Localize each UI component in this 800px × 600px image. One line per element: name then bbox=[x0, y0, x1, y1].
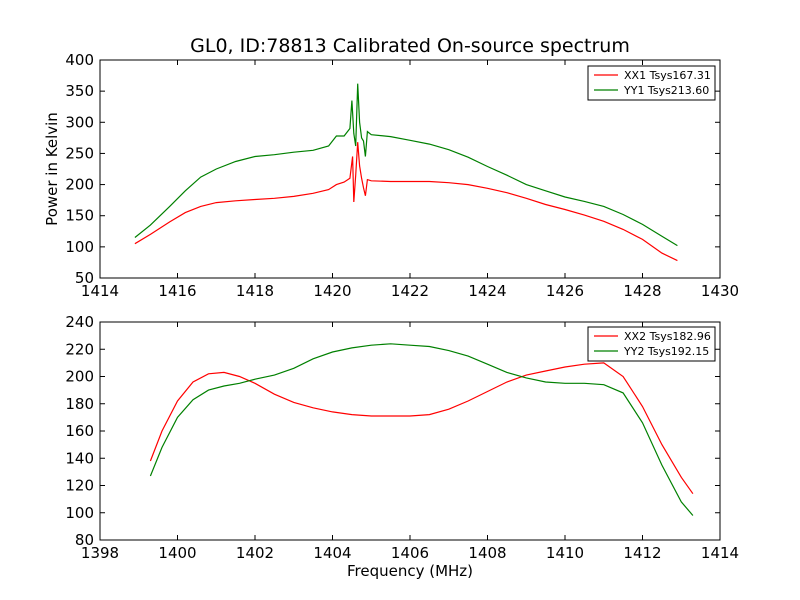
legend: XX2 Tsys182.96 YY2 Tsys192.15 bbox=[587, 326, 716, 362]
y-tick-label: 100 bbox=[65, 238, 94, 256]
legend-label-2: YY1 Tsys213.60 bbox=[623, 84, 709, 97]
x-tick-label: 1428 bbox=[623, 282, 661, 300]
x-tick-label: 1406 bbox=[391, 544, 429, 562]
legend-label-2: YY2 Tsys192.15 bbox=[623, 345, 709, 358]
x-tick-label: 1424 bbox=[468, 282, 506, 300]
x-tick-label: 1420 bbox=[313, 282, 351, 300]
y-tick-label: 200 bbox=[65, 368, 94, 386]
chart-panel-2: 1398 1400 1402 1404 1406 1408 1410 1412 1414 80 10… bbox=[65, 313, 739, 580]
x-axis-label: Frequency (MHz) bbox=[347, 562, 473, 580]
x-tick-label: 1426 bbox=[546, 282, 584, 300]
y-axis-label: Power in Kelvin bbox=[43, 112, 61, 226]
chart-title: GL0, ID:78813 Calibrated On-source spect… bbox=[190, 35, 630, 57]
x-tick-label: 1430 bbox=[701, 282, 739, 300]
chart-panel-1: 1414 1416 1418 1420 1422 1424 1426 1428 1430 50 10… bbox=[43, 51, 739, 300]
y-tick-label: 300 bbox=[65, 113, 94, 131]
y-tick-label: 50 bbox=[75, 269, 94, 287]
x-tick-label: 1410 bbox=[546, 544, 584, 562]
x-tick-label: 1416 bbox=[158, 282, 196, 300]
x-tick-label: 1400 bbox=[158, 544, 196, 562]
x-tick-label: 1412 bbox=[623, 544, 661, 562]
y-tick-label: 120 bbox=[65, 477, 94, 495]
y-tick-label: 100 bbox=[65, 504, 94, 522]
y-tick-label: 80 bbox=[75, 531, 94, 549]
y-tick-label: 140 bbox=[65, 449, 94, 467]
x-tick-label: 1408 bbox=[468, 544, 506, 562]
y-tick-label: 200 bbox=[65, 176, 94, 194]
y-tick-label: 160 bbox=[65, 422, 94, 440]
legend-label-1: XX1 Tsys167.31 bbox=[624, 69, 711, 82]
legend-box bbox=[587, 326, 716, 362]
legend: XX1 Tsys167.31 YY1 Tsys213.60 bbox=[587, 65, 716, 101]
y-tick-label: 400 bbox=[65, 51, 94, 69]
y-tick-label: 250 bbox=[65, 144, 94, 162]
series-line-1 bbox=[149, 362, 694, 495]
series-line-2 bbox=[134, 83, 678, 247]
x-tick-label: 1398 bbox=[81, 544, 119, 562]
legend-box bbox=[587, 65, 716, 101]
x-tick-label: 1414 bbox=[701, 544, 739, 562]
x-tick-label: 1422 bbox=[391, 282, 429, 300]
series-line-1 bbox=[134, 142, 678, 262]
legend-label-1: XX2 Tsys182.96 bbox=[624, 330, 711, 343]
series-line-2 bbox=[149, 343, 694, 516]
y-tick-label: 150 bbox=[65, 207, 94, 225]
y-tick-label: 350 bbox=[65, 82, 94, 100]
y-tick-label: 240 bbox=[65, 313, 94, 331]
x-tick-label: 1402 bbox=[236, 544, 274, 562]
y-tick-label: 220 bbox=[65, 340, 94, 358]
y-tick-label: 180 bbox=[65, 395, 94, 413]
x-tick-label: 1418 bbox=[236, 282, 274, 300]
x-tick-label: 1414 bbox=[81, 282, 119, 300]
x-tick-label: 1404 bbox=[313, 544, 351, 562]
